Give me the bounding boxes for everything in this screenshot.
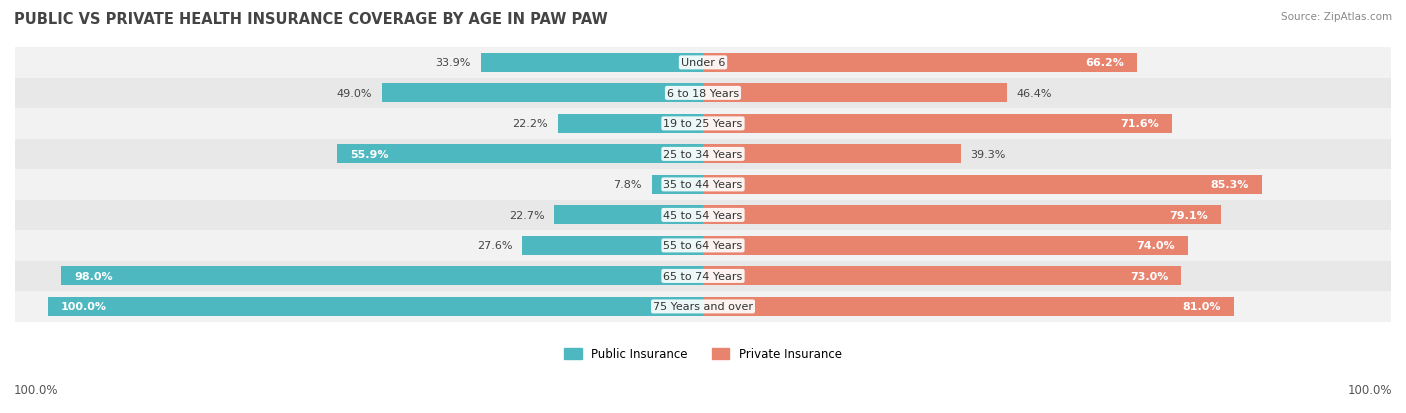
Text: 55.9%: 55.9% [350,150,388,159]
Bar [15,109,1391,139]
Bar [48,297,703,316]
Text: PUBLIC VS PRIVATE HEALTH INSURANCE COVERAGE BY AGE IN PAW PAW: PUBLIC VS PRIVATE HEALTH INSURANCE COVER… [14,12,607,27]
Text: 27.6%: 27.6% [477,241,512,251]
Text: 19 to 25 Years: 19 to 25 Years [664,119,742,129]
Bar [15,261,1391,292]
Bar [703,176,1263,195]
Text: 79.1%: 79.1% [1170,210,1208,221]
Text: 74.0%: 74.0% [1136,241,1175,251]
Text: 55 to 64 Years: 55 to 64 Years [664,241,742,251]
Text: 22.7%: 22.7% [509,210,544,221]
Text: 46.4%: 46.4% [1017,89,1052,99]
Text: Source: ZipAtlas.com: Source: ZipAtlas.com [1281,12,1392,22]
Text: 65 to 74 Years: 65 to 74 Years [664,271,742,281]
Bar [703,54,1137,73]
Bar [703,297,1233,316]
Bar [15,230,1391,261]
Bar [652,176,703,195]
Text: 25 to 34 Years: 25 to 34 Years [664,150,742,159]
Bar [60,267,703,286]
Text: 66.2%: 66.2% [1085,58,1123,68]
Text: 100.0%: 100.0% [14,384,59,396]
Text: 22.2%: 22.2% [512,119,548,129]
Bar [703,267,1181,286]
Text: 7.8%: 7.8% [613,180,643,190]
Bar [336,145,703,164]
Text: 71.6%: 71.6% [1121,119,1159,129]
Bar [481,54,703,73]
Legend: Public Insurance, Private Insurance: Public Insurance, Private Insurance [560,343,846,366]
Bar [15,139,1391,170]
Text: 45 to 54 Years: 45 to 54 Years [664,210,742,221]
Bar [15,200,1391,230]
Bar [554,206,703,225]
Bar [703,145,960,164]
Text: 81.0%: 81.0% [1182,302,1220,312]
Bar [522,236,703,255]
Bar [15,48,1391,78]
Text: 100.0%: 100.0% [60,302,107,312]
Bar [15,170,1391,200]
Bar [703,84,1007,103]
Bar [382,84,703,103]
Text: Under 6: Under 6 [681,58,725,68]
Bar [703,236,1188,255]
Bar [703,206,1222,225]
Text: 75 Years and over: 75 Years and over [652,302,754,312]
Text: 33.9%: 33.9% [436,58,471,68]
Text: 6 to 18 Years: 6 to 18 Years [666,89,740,99]
Text: 73.0%: 73.0% [1130,271,1168,281]
Bar [558,115,703,133]
Bar [15,292,1391,322]
Text: 85.3%: 85.3% [1211,180,1249,190]
Text: 35 to 44 Years: 35 to 44 Years [664,180,742,190]
Text: 98.0%: 98.0% [75,271,112,281]
Bar [15,78,1391,109]
Bar [703,115,1173,133]
Text: 39.3%: 39.3% [970,150,1005,159]
Text: 49.0%: 49.0% [336,89,373,99]
Text: 100.0%: 100.0% [1347,384,1392,396]
